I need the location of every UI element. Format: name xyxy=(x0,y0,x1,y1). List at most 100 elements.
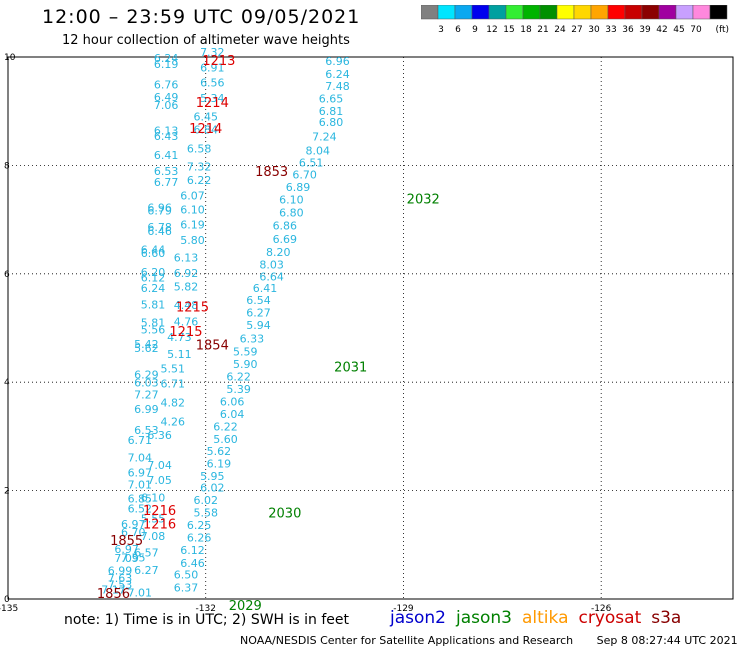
wave-height-label: 7.08 xyxy=(141,530,166,543)
wave-height-label: 6.43 xyxy=(154,130,179,143)
wave-height-label: 8.03 xyxy=(259,258,284,271)
wave-height-label: 5.81 xyxy=(141,316,166,329)
timestamp: Sep 8 08:27:44 UTC 2021 xyxy=(596,634,738,647)
wave-height-label: 6.37 xyxy=(174,581,199,594)
wave-height-label: 4.48 xyxy=(174,299,199,312)
wave-height-label: 6.27 xyxy=(134,564,159,577)
wave-height-label: 8.20 xyxy=(266,246,291,259)
wave-height-label: 6.53 xyxy=(154,165,179,178)
wave-height-label: 7.17 xyxy=(101,584,126,597)
wave-height-label: 6.19 xyxy=(180,218,205,231)
wave-height-label: 6.03 xyxy=(134,377,159,390)
wave-height-label: 6.24 xyxy=(154,52,179,65)
wave-height-label: 6.19 xyxy=(207,457,232,470)
color-scale-legend: 3 6 9 12 15 18 21 24 27 30 33 36 39 42 45 70 (ft) xyxy=(421,5,729,35)
wave-height-label: 7.32 xyxy=(187,160,212,173)
wave-height-label: 6.99 xyxy=(134,403,159,416)
colorbar-tick-label: 27 xyxy=(571,25,582,35)
wave-height-label: 6.22 xyxy=(187,174,212,187)
chart-title: 12:00 – 23:59 UTC 09/05/2021 xyxy=(42,6,361,28)
legend-item: s3a xyxy=(651,608,682,628)
wave-height-label: 6.10 xyxy=(279,193,304,206)
wave-height-label: 4.76 xyxy=(174,315,199,328)
wave-height-label: 6.80 xyxy=(279,206,304,219)
wave-height-label: 6.29 xyxy=(134,368,159,381)
wave-height-label: 5.82 xyxy=(174,281,199,294)
legend-item: jason2 xyxy=(390,608,446,628)
wave-height-label: 6.58 xyxy=(187,142,212,155)
wave-height-label: 6.96 xyxy=(325,55,350,68)
wave-height-label: 6.26 xyxy=(187,532,212,545)
wave-height-label: 6.04 xyxy=(220,408,245,421)
wave-height-label: 4.26 xyxy=(161,416,186,429)
wave-height-label: 7.63 xyxy=(108,572,133,585)
colorbar-tick-label: 21 xyxy=(537,25,548,35)
wave-height-label: 5.95 xyxy=(200,470,225,483)
colorbar-tick-label: 6 xyxy=(455,25,461,35)
wave-height-label: 5.59 xyxy=(233,346,258,359)
colorbar-unit: (ft) xyxy=(715,25,729,35)
y-tick-label: 8 xyxy=(4,161,10,171)
credit-line: NOAA/NESDIS Center for Satellite Applica… xyxy=(240,634,740,647)
plot-area xyxy=(7,56,734,600)
wave-height-label: 7.05 xyxy=(147,474,172,487)
wave-height-label: 6.50 xyxy=(174,568,199,581)
pass-time-label: 1216 xyxy=(143,504,176,519)
wave-height-label: 6.10 xyxy=(141,491,166,504)
colorbar-tick-label: 42 xyxy=(656,25,667,35)
wave-height-label: 5.81 xyxy=(141,298,166,311)
wave-height-label: 6.07 xyxy=(180,190,205,203)
wave-height-label: 6.44 xyxy=(141,244,166,257)
colorbar-tick-label: 30 xyxy=(588,25,600,35)
wave-height-label: 6.56 xyxy=(200,76,225,89)
wave-height-label: 6.81 xyxy=(319,105,344,118)
wave-height-label: 6.92 xyxy=(174,267,199,280)
wave-height-label: 6.89 xyxy=(286,181,311,194)
y-tick-label: 4 xyxy=(4,378,10,388)
wave-height-label: 6.06 xyxy=(220,396,245,409)
colorbar-tick-label: 24 xyxy=(554,25,566,35)
chart-subtitle: 12 hour collection of altimeter wave hei… xyxy=(62,33,350,48)
wave-height-label: 6.71 xyxy=(128,434,153,447)
wave-height-label: 6.10 xyxy=(180,204,205,217)
pass-time-label: 1854 xyxy=(196,339,229,354)
colorbar-tick-label: 12 xyxy=(486,25,497,35)
wave-height-label: 6.20 xyxy=(141,266,166,279)
colorbar-tick-label: 18 xyxy=(520,25,532,35)
wave-height-label: 5.90 xyxy=(233,358,258,371)
wave-height-label: 7.24 xyxy=(312,130,337,143)
y-tick-label: 6 xyxy=(4,270,10,280)
wave-height-label: 6.45 xyxy=(193,110,218,123)
wave-height-label: 6.96 xyxy=(147,201,172,214)
wave-height-label: 7.53 xyxy=(108,579,133,592)
wave-height-label: 6.84 xyxy=(193,123,218,136)
pass-time-label: 1214 xyxy=(196,96,229,111)
colorbar-tick-label: 36 xyxy=(622,25,634,35)
colorbar-tick-label: 9 xyxy=(472,25,478,35)
wave-height-label: 6.51 xyxy=(299,156,324,169)
colorbar-tick-label: 3 xyxy=(438,25,444,35)
wave-height-label: 4.82 xyxy=(161,397,186,410)
wave-height-label: 6.69 xyxy=(273,233,298,246)
wave-height-label: 5.11 xyxy=(167,348,192,361)
wave-height-label: 6.53 xyxy=(134,424,159,437)
wave-height-label: 6.86 xyxy=(273,219,298,232)
pass-time-label: 1213 xyxy=(202,54,235,69)
wave-height-label: 6.65 xyxy=(319,93,344,106)
credit-text: NOAA/NESDIS Center for Satellite Applica… xyxy=(240,634,574,647)
wave-height-label: 7.55 xyxy=(121,552,146,565)
wave-height-label: 6.46 xyxy=(147,225,172,238)
wave-height-label: 6.97 xyxy=(121,518,146,531)
wave-height-label: 6.41 xyxy=(154,149,179,162)
wave-height-label: 6.99 xyxy=(108,565,133,578)
wave-height-label: 7.32 xyxy=(200,46,225,59)
wave-height-label: 6.25 xyxy=(187,519,212,532)
wave-height-label: 6.85 xyxy=(128,493,153,506)
pass-time-label: 2030 xyxy=(268,507,301,522)
y-tick-label: 10 xyxy=(4,53,16,63)
wave-height-label: 6.02 xyxy=(200,482,225,495)
wave-height-label: 8.04 xyxy=(306,145,331,158)
wave-height-label: 5.62 xyxy=(207,445,232,458)
wave-height-label: 5.39 xyxy=(226,383,251,396)
wave-height-label: 5.94 xyxy=(246,319,271,332)
